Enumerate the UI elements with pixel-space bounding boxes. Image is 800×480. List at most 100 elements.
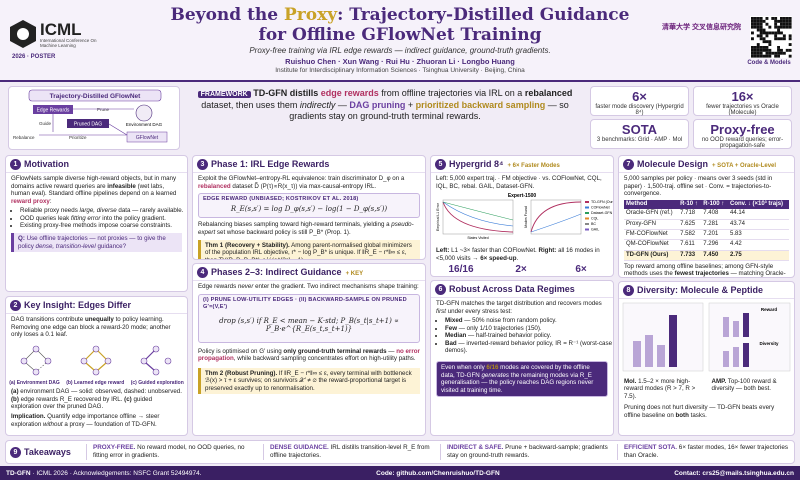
section-num: 3 (197, 159, 208, 170)
paragraph: Left: 5,000 expert traj. · FM objective … (431, 175, 613, 190)
section-title: Hypergrid 8⁴ (449, 159, 504, 169)
bullet: Bad — inverted-reward behavior policy, I… (445, 340, 613, 355)
affiliation: Institute for Interdisciplinary Informat… (275, 67, 525, 74)
mini-stat: 2×faster L1 convergence (493, 264, 549, 277)
qr-module (785, 25, 789, 29)
section-title: Molecule Design (637, 159, 709, 169)
qr-module (774, 34, 778, 38)
section-hypergrid: 5 Hypergrid 8⁴ + 6× Faster Modes Left: 5,0… (430, 155, 614, 277)
text-run: GFlowNets sample diverse high-reward obj… (11, 175, 177, 190)
text-run: rebalanced (524, 88, 573, 98)
section-num: 7 (623, 159, 634, 170)
mini-stat-label: faster L1 convergence (493, 276, 549, 277)
paragraph: Exploit the GFlowNet–entropy-RL equivale… (193, 175, 425, 190)
diagram-label: Pruned DAG (74, 122, 102, 128)
qr-module (759, 46, 763, 49)
table-row: Proxy-GFN 7.625 7.281 43.74 (624, 219, 789, 230)
stat-value: Proxy-free (710, 122, 775, 137)
qr-module (768, 40, 772, 44)
text-run: Left: (436, 247, 450, 254)
text-run: fewest trajectories (674, 270, 729, 278)
diagram-label: Prioritize (69, 135, 87, 140)
qr-module (782, 25, 786, 29)
table-cell: 7.281 (701, 219, 728, 230)
qr-module (777, 37, 780, 41)
qr-module (788, 48, 792, 52)
text-run: dense, transition-level (35, 242, 96, 250)
qr-module (751, 17, 754, 20)
text-run: Top-100 reward & diversity — both best. (711, 377, 777, 393)
axis-label: Empirical L1 Error (436, 203, 440, 232)
qr-module (780, 31, 783, 35)
qr-module (774, 22, 778, 26)
text-run: data — rarely available. (116, 207, 184, 215)
text-run: guidance? (95, 242, 127, 250)
text-run: — inverted-reward behavior policy, IR = … (445, 339, 613, 355)
text-run: large, diverse (79, 207, 117, 215)
qr-module (756, 19, 760, 23)
qr-module (780, 17, 783, 20)
section-num: 2 (10, 300, 21, 311)
legend-swatch (585, 228, 589, 231)
qr-module (771, 31, 775, 35)
formula: drop (s,s′) if R_E < mean − K·std; P_B(s… (219, 316, 399, 334)
table-row: TD-GFN (Ours) 7.733 7.450 2.75 (624, 250, 789, 261)
text-run: · ICML 2026 · Acknowledgements: NSFC Gra… (30, 469, 202, 477)
legend-label: TD-GFN (Ours) (591, 200, 613, 204)
formula-box: EDGE REWARD (UNBIASED; KOSTRIKOV ET AL. … (198, 193, 420, 219)
section-header: 9 Takeaways (6, 444, 86, 460)
takeaways: 9 Takeaways PROXY-FREE. No reward model, … (5, 440, 795, 464)
qr-module (774, 25, 778, 29)
qr-module (765, 46, 769, 49)
framework: FRAMEWORK TD-GFN distills edge rewards f… (186, 88, 584, 148)
section-phase23: 4 Phases 2–3: Indirect Guidance + KEY Edge… (192, 263, 426, 436)
bullets: Reliable proxy needs large, diverse data… (6, 207, 187, 230)
text-run: Bad (445, 339, 457, 347)
text-run: modes are covered by the offline data, T… (441, 363, 590, 379)
legend-label: Dataset-GFN (591, 211, 613, 215)
table-cell: 7.296 (701, 239, 728, 251)
text-run: into the policy gradient. (100, 214, 166, 222)
section-num: 9 (10, 447, 21, 458)
text-run: reward proxy (11, 197, 50, 205)
section-num: 4 (197, 267, 208, 278)
qr-module (753, 22, 757, 26)
qr-module (774, 51, 778, 55)
section-diversity: 8 Diversity: Molecule & Peptide Reward Di… (618, 281, 795, 436)
legend-label: GAIL (591, 228, 599, 232)
text-run: all 16 modes in <5,000 visits → (436, 247, 600, 262)
qr-module (782, 19, 786, 23)
bullet: Reliable proxy needs large, diverse data… (20, 207, 187, 215)
qr-module (756, 43, 760, 46)
text-run: DAG pruning (349, 99, 406, 110)
footer-center: Code: github.com/Chenruishuo/TD-GFN (376, 470, 500, 477)
table-header-row: Method R-10 ↑ R-100 ↑ Conv. ↓ (×10³ trajs) (624, 200, 789, 210)
qr-module (780, 48, 783, 52)
qr-module (756, 51, 760, 55)
qr-module (774, 19, 778, 23)
figure-label: (b) Learned edge reward (66, 380, 125, 387)
table-cell: 7.201 (701, 229, 728, 241)
qr-module (765, 40, 769, 44)
text-run: generates (481, 371, 509, 379)
qr-module (751, 22, 754, 26)
stat-value: 6× (632, 89, 647, 104)
text-run: first (436, 307, 446, 315)
qr-module (756, 46, 760, 49)
qr-module (765, 48, 769, 52)
theorem: Thm 2 (Robust Pruning). If ‖R_E − r*‖∞ ≤… (198, 367, 420, 395)
conference-sub: International Conference On Machine Lear… (40, 38, 97, 48)
qr-module (765, 31, 769, 35)
table-cell: 7.611 (678, 239, 702, 251)
qr-module (756, 48, 760, 52)
section-title: Key Insight: Edges Differ (24, 300, 132, 310)
qr-module (777, 28, 780, 32)
section-num: 8 (623, 285, 634, 296)
text-run: 6× faster modes, 16× fewer trajectories … (624, 444, 789, 459)
qr-module (768, 25, 772, 29)
table-cell: 7.733 (678, 250, 702, 261)
qr-module (785, 48, 789, 52)
qr-module (751, 46, 754, 49)
paragraph: 5,000 samples per policy · means over 3 … (619, 175, 794, 198)
